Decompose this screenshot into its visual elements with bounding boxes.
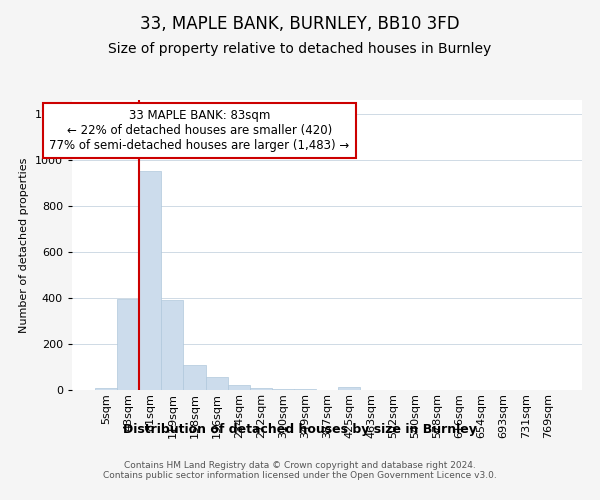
Bar	[294, 389, 316, 390]
Text: Size of property relative to detached houses in Burnley: Size of property relative to detached ho…	[109, 42, 491, 56]
Text: 33, MAPLE BANK, BURNLEY, BB10 3FD: 33, MAPLE BANK, BURNLEY, BB10 3FD	[140, 15, 460, 33]
Bar	[95, 388, 117, 390]
Bar	[139, 172, 161, 390]
Bar	[206, 378, 227, 390]
Bar	[227, 386, 250, 390]
Bar	[272, 389, 294, 390]
Bar	[184, 364, 206, 390]
Y-axis label: Number of detached properties: Number of detached properties	[19, 158, 29, 332]
Bar	[250, 388, 272, 390]
Bar	[338, 386, 360, 390]
Text: Contains HM Land Registry data © Crown copyright and database right 2024.
Contai: Contains HM Land Registry data © Crown c…	[103, 460, 497, 480]
Bar	[161, 300, 184, 390]
Bar	[117, 299, 139, 390]
Text: 33 MAPLE BANK: 83sqm
← 22% of detached houses are smaller (420)
77% of semi-deta: 33 MAPLE BANK: 83sqm ← 22% of detached h…	[49, 108, 350, 152]
Text: Distribution of detached houses by size in Burnley: Distribution of detached houses by size …	[123, 422, 477, 436]
